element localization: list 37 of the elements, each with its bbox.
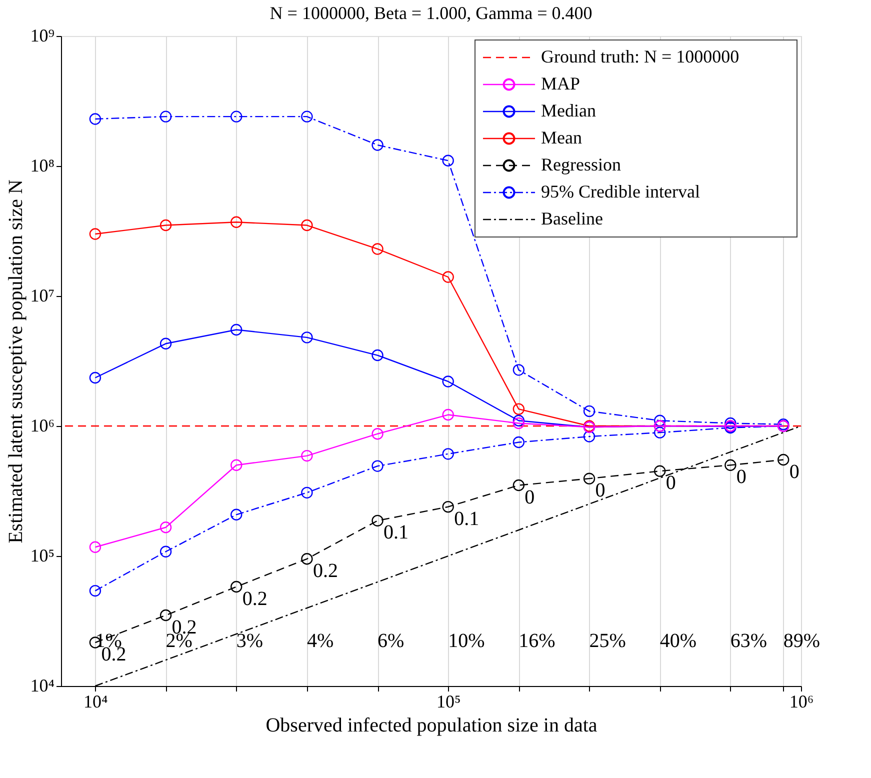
annotation: 40% <box>660 630 697 652</box>
annotation: 10% <box>448 630 485 652</box>
x-axis-title: Observed infected population size in data <box>266 714 598 736</box>
annotation: 0 <box>736 466 746 488</box>
y-tick-label: 10⁶ <box>30 416 54 436</box>
annotation: 0 <box>595 480 606 502</box>
legend-label: 95% Credible interval <box>541 182 700 202</box>
annotation: 0 <box>524 486 535 508</box>
y-axis-title: Estimated latent susceptive population size N <box>5 180 28 544</box>
y-tick-label: 10⁴ <box>30 676 54 696</box>
annotation: 4% <box>306 630 334 652</box>
annotation: 0 <box>666 472 676 494</box>
x-tick-label: 10⁵ <box>436 692 461 712</box>
annotation: 89% <box>783 630 820 652</box>
legend-label: Regression <box>541 154 621 174</box>
legend-label: Baseline <box>541 208 603 228</box>
annotation: 16% <box>518 630 556 652</box>
annotation: 0.1 <box>384 522 409 544</box>
legend-label: Mean <box>541 128 582 148</box>
y-tick-label: 10⁸ <box>30 156 54 176</box>
y-tick-label: 10⁷ <box>30 286 54 306</box>
chart-title: N = 1000000, Beta = 1.000, Gamma = 0.400 <box>270 3 592 23</box>
annotation: 0.1 <box>454 508 480 530</box>
x-tick-label: 10⁴ <box>84 692 108 712</box>
annotation: 6% <box>378 630 404 652</box>
annotation: 63% <box>730 630 768 652</box>
annotation: 0.2 <box>312 560 338 582</box>
x-tick-label: 10⁶ <box>789 692 814 712</box>
y-tick-label: 10⁹ <box>30 26 54 46</box>
annotation: 0.2 <box>242 588 268 610</box>
y-tick-label: 10⁵ <box>30 546 54 566</box>
annotation: 0 <box>789 460 800 483</box>
legend-label: MAP <box>541 74 580 94</box>
annotation: 3% <box>236 630 264 652</box>
legend-label: Ground truth: N = 1000000 <box>541 46 740 66</box>
annotation: 25% <box>589 630 626 652</box>
legend-label: Median <box>541 100 596 120</box>
